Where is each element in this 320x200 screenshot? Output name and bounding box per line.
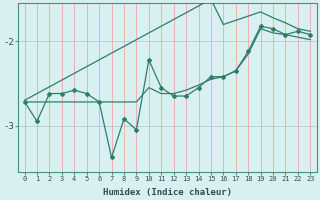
X-axis label: Humidex (Indice chaleur): Humidex (Indice chaleur) — [103, 188, 232, 197]
